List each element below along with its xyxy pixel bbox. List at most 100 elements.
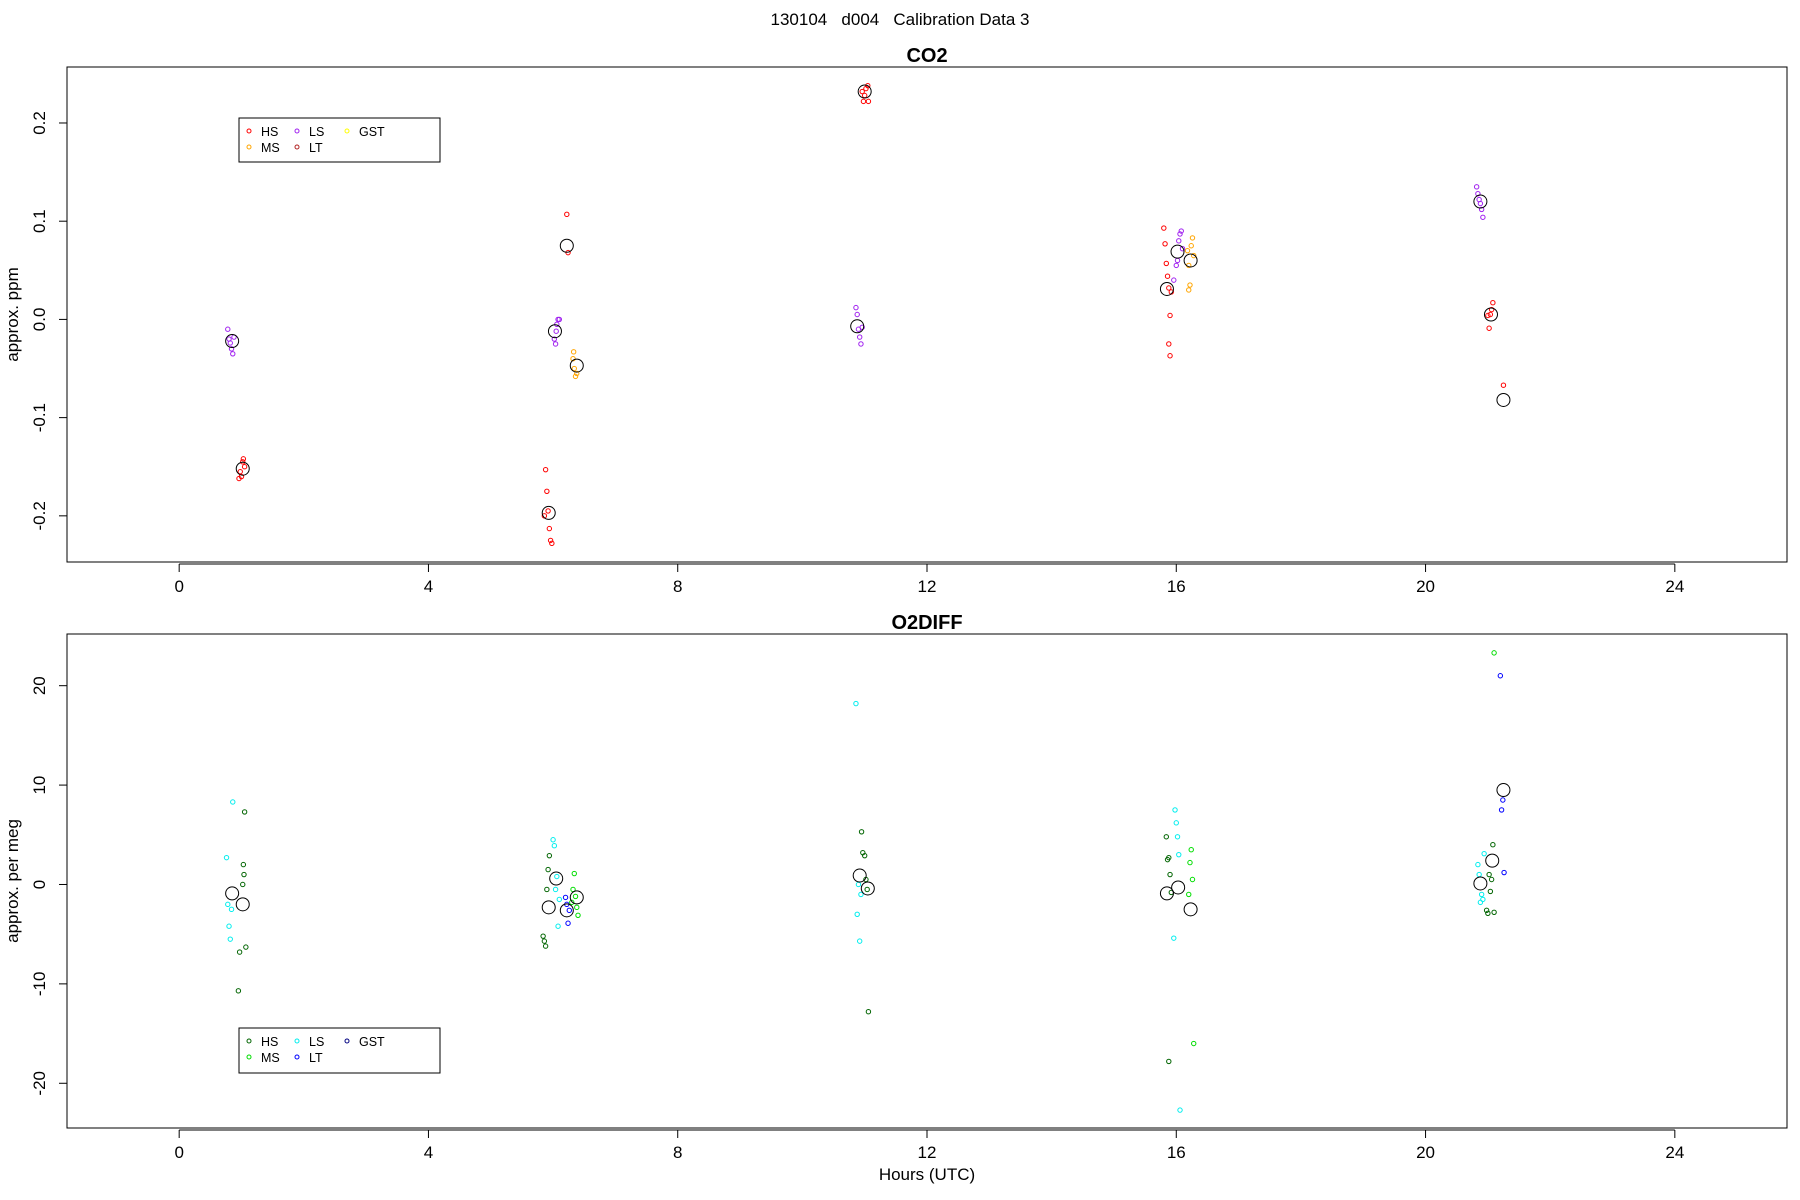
data-point	[542, 466, 549, 473]
data-point	[1488, 306, 1495, 313]
data-point	[858, 891, 864, 898]
mean-marker	[1183, 902, 1198, 917]
data-point	[1161, 225, 1167, 231]
data-point	[865, 98, 872, 105]
data-point	[1478, 891, 1485, 898]
series-hs	[235, 809, 1497, 1065]
data-point	[556, 896, 563, 903]
data-point	[566, 907, 572, 914]
mean-marker	[1159, 281, 1174, 296]
legend-label: HS	[261, 125, 278, 139]
data-point	[236, 949, 243, 955]
data-point	[546, 525, 553, 532]
data-point	[1478, 206, 1485, 213]
mean-marker	[559, 238, 574, 253]
plot-frame	[66, 66, 1788, 563]
y-tick-label: -20	[30, 1071, 49, 1096]
x-tick-label: 24	[1665, 1143, 1684, 1162]
data-point	[1498, 807, 1505, 813]
data-point	[228, 346, 235, 352]
x-axis-label: Hours (UTC)	[879, 1165, 975, 1184]
legend-swatch	[294, 144, 300, 150]
data-point	[1497, 673, 1504, 679]
data-point	[1485, 910, 1491, 917]
x-tick-label: 16	[1167, 577, 1186, 596]
x-tick-label: 8	[673, 577, 682, 596]
data-point	[1488, 876, 1495, 883]
legend-label: MS	[261, 141, 280, 155]
data-point	[237, 468, 243, 475]
legend-label: GST	[359, 1035, 385, 1049]
series-lt	[562, 673, 1507, 926]
y-tick-label: -0.2	[30, 501, 49, 530]
mean-marker	[569, 890, 584, 905]
y-tick-label: 20	[30, 676, 49, 695]
legend-label: LT	[309, 141, 323, 155]
data-point	[227, 340, 233, 346]
legend-swatch	[246, 128, 252, 134]
series-ls	[225, 184, 1486, 357]
data-point	[1167, 353, 1173, 359]
data-point	[1166, 285, 1172, 291]
data-point	[240, 881, 246, 888]
x-tick-label: 0	[174, 1143, 183, 1162]
mean-marker	[541, 505, 556, 520]
data-point	[855, 881, 862, 888]
legend-swatch	[294, 1038, 300, 1044]
mean-marker	[549, 871, 564, 886]
data-point	[1491, 909, 1497, 916]
data-point	[1491, 650, 1497, 656]
data-point	[549, 540, 555, 547]
data-point	[571, 870, 577, 877]
data-point	[1191, 1040, 1197, 1047]
data-point	[1487, 311, 1494, 318]
data-point	[1490, 300, 1496, 306]
panel-title: O2DIFF	[891, 612, 962, 634]
data-point	[1480, 896, 1486, 903]
data-point	[1481, 850, 1487, 857]
data-point	[1176, 238, 1182, 244]
mean-marker	[541, 900, 556, 915]
data-point	[865, 82, 871, 89]
data-point	[1500, 797, 1506, 803]
legend-swatch	[246, 144, 252, 150]
mean-marker	[235, 461, 250, 476]
series-ms	[569, 650, 1497, 1047]
panel-co2: CO2 0 4 8 12 16 20 24 -0.2 -0.1 0.0 0.1 0.2 approx. p…	[3, 45, 1788, 596]
data-point	[1179, 245, 1186, 252]
data-point	[1172, 807, 1178, 813]
data-point	[1173, 820, 1179, 826]
x-tick-label: 12	[918, 1143, 937, 1162]
data-point	[1487, 888, 1494, 895]
data-point	[550, 837, 556, 843]
mean-markers	[225, 783, 1511, 918]
mean-marker	[1496, 392, 1511, 407]
data-point	[854, 311, 860, 318]
legend-swatch	[294, 1054, 300, 1060]
data-point	[1166, 341, 1172, 347]
data-point	[241, 464, 248, 470]
data-point	[241, 809, 248, 815]
data-point	[1171, 277, 1177, 283]
data-point	[1191, 252, 1197, 259]
mean-marker	[1171, 880, 1186, 895]
data-point	[1475, 861, 1481, 868]
data-point	[1490, 842, 1496, 848]
legend-swatch	[246, 1054, 252, 1060]
data-point	[230, 351, 236, 357]
x-tick-label: 4	[424, 1143, 433, 1162]
data-point	[565, 920, 571, 926]
x-tick-label: 20	[1416, 577, 1435, 596]
data-point	[230, 799, 236, 805]
data-point	[1174, 257, 1181, 264]
mean-marker	[1170, 244, 1185, 259]
y-tick-label: 0	[30, 880, 49, 889]
legend-label: LS	[309, 1035, 324, 1049]
data-point	[236, 475, 242, 482]
data-point	[562, 894, 569, 901]
x-tick-label: 24	[1665, 577, 1684, 596]
y-axis-label: approx. ppm	[3, 267, 22, 362]
data-point	[1187, 282, 1193, 288]
data-point	[1189, 876, 1196, 883]
